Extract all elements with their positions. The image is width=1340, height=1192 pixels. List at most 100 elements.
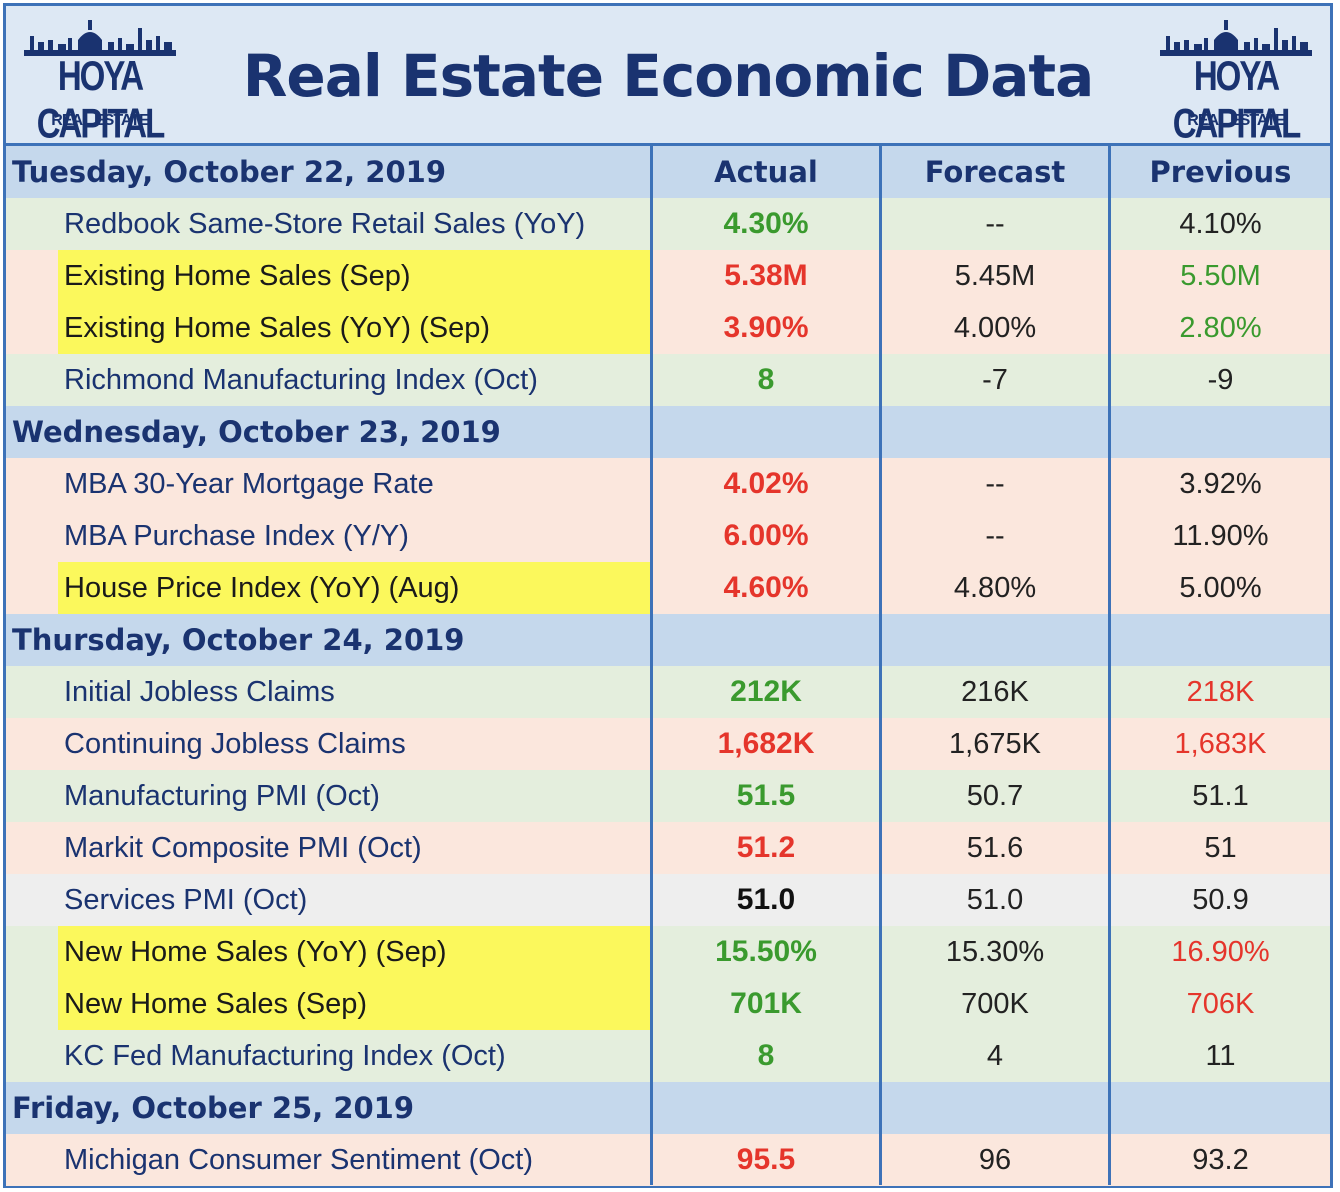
indicator-name: KC Fed Manufacturing Index (Oct) <box>64 1040 506 1072</box>
actual-value: 701K <box>730 987 802 1020</box>
logo-name: HOYA CAPITAL <box>36 52 166 147</box>
forecast-value: 51.0 <box>966 884 1024 916</box>
table-row: New Home Sales (YoY) (Sep) 15.50% 15.30% 16… <box>6 926 1330 978</box>
table-row: Manufacturing PMI (Oct) 51.5 50.7 51.1 <box>6 770 1330 822</box>
indicator-name: New Home Sales (YoY) (Sep) <box>58 926 650 978</box>
day-header-row: Wednesday, October 23, 2019 <box>6 406 1330 458</box>
day-label: Tuesday, October 22, 2019 <box>12 155 447 189</box>
table-row: Services PMI (Oct) 51.0 51.0 50.9 <box>6 874 1330 926</box>
forecast-value: 15.30% <box>945 936 1045 968</box>
actual-value: 51.0 <box>736 883 796 916</box>
indicator-name: Existing Home Sales (YoY) (Sep) <box>58 302 650 354</box>
table-row: MBA Purchase Index (Y/Y) 6.00% -- 11.90% <box>6 510 1330 562</box>
previous-value: 5.00% <box>1179 572 1262 604</box>
actual-value: 95.5 <box>736 1143 796 1176</box>
skyline-icon <box>1160 20 1312 56</box>
actual-value: 4.30% <box>723 207 809 240</box>
previous-value: 51 <box>1204 832 1237 864</box>
forecast-value: 4.80% <box>953 572 1037 604</box>
actual-value: 1,682K <box>717 727 815 760</box>
previous-value: 2.80% <box>1179 312 1262 344</box>
indicator-name: Services PMI (Oct) <box>64 884 308 916</box>
forecast-value: 96 <box>978 1144 1012 1176</box>
indicator-name: MBA 30-Year Mortgage Rate <box>64 468 434 500</box>
column-divider <box>650 146 653 1185</box>
day-label: Wednesday, October 23, 2019 <box>12 415 501 449</box>
skyline-icon <box>24 20 176 56</box>
actual-value: 8 <box>757 363 775 396</box>
previous-value: 51.1 <box>1192 780 1249 812</box>
table-row: KC Fed Manufacturing Index (Oct) 8 4 11 <box>6 1030 1330 1082</box>
actual-column-header: Actual <box>714 155 818 189</box>
forecast-value: -7 <box>982 364 1008 396</box>
table-row: Redbook Same-Store Retail Sales (YoY) 4.3… <box>6 198 1330 250</box>
hoya-capital-logo-left: HOYA CAPITAL REAL ESTATE <box>20 16 180 146</box>
forecast-value: 51.6 <box>966 832 1024 864</box>
page-title: Real Estate Economic Data <box>242 42 1095 110</box>
hoya-capital-logo-right: HOYA CAPITAL REAL ESTATE <box>1156 16 1316 146</box>
forecast-value: -- <box>985 520 1005 552</box>
previous-value: 1,683K <box>1174 728 1267 760</box>
column-divider <box>879 146 882 1185</box>
day-header-row: Friday, October 25, 2019 <box>6 1082 1330 1134</box>
previous-value: 16.90% <box>1171 936 1270 968</box>
table-row: Richmond Manufacturing Index (Oct) 8 -7 -9 <box>6 354 1330 406</box>
indicator-name: Markit Composite PMI (Oct) <box>64 832 422 864</box>
table-row: Existing Home Sales (Sep) 5.38M 5.45M 5.50M <box>6 250 1330 302</box>
actual-value: 212K <box>730 675 802 708</box>
table-row: House Price Index (YoY) (Aug) 4.60% 4.80% 5… <box>6 562 1330 614</box>
forecast-value: 4.00% <box>953 312 1037 344</box>
table-header: HOYA CAPITAL REAL ESTATE Real Estate Eco… <box>6 6 1330 146</box>
previous-value: 3.92% <box>1179 468 1262 500</box>
indicator-name: House Price Index (YoY) (Aug) <box>58 562 650 614</box>
table-row: Initial Jobless Claims 212K 216K 218K <box>6 666 1330 718</box>
previous-value: 11 <box>1205 1040 1236 1072</box>
actual-value: 4.02% <box>723 467 809 500</box>
table-row: Michigan Consumer Sentiment (Oct) 95.5 96 9… <box>6 1134 1330 1186</box>
economic-data-table: HOYA CAPITAL REAL ESTATE Real Estate Eco… <box>3 3 1333 1188</box>
indicator-name: Michigan Consumer Sentiment (Oct) <box>64 1144 533 1176</box>
actual-value: 3.90% <box>723 311 809 344</box>
forecast-value: -- <box>985 468 1005 500</box>
table-row: New Home Sales (Sep) 701K 700K 706K <box>6 978 1330 1030</box>
previous-value: 50.9 <box>1192 884 1249 916</box>
table-row: MBA 30-Year Mortgage Rate 4.02% -- 3.92% <box>6 458 1330 510</box>
actual-value: 5.38M <box>724 259 808 292</box>
actual-value: 51.5 <box>736 779 796 812</box>
previous-value: 4.10% <box>1179 208 1262 240</box>
table-row: Existing Home Sales (YoY) (Sep) 3.90% 4.00… <box>6 302 1330 354</box>
previous-value: 93.2 <box>1192 1144 1249 1176</box>
previous-value: 706K <box>1186 988 1255 1020</box>
day-header-row: Thursday, October 24, 2019 <box>6 614 1330 666</box>
day-header-row: Tuesday, October 22, 2019 Actual Forecast P… <box>6 146 1330 198</box>
actual-value: 4.60% <box>723 571 809 604</box>
column-divider <box>1108 146 1111 1185</box>
actual-value: 8 <box>757 1039 775 1072</box>
forecast-value: 5.45M <box>954 260 1036 292</box>
logo-name: HOYA CAPITAL <box>1172 52 1302 147</box>
indicator-name: Existing Home Sales (Sep) <box>58 250 650 302</box>
actual-value: 51.2 <box>736 831 796 864</box>
actual-value: 15.50% <box>715 935 817 968</box>
previous-value: -9 <box>1207 364 1234 396</box>
forecast-value: -- <box>985 208 1005 240</box>
indicator-name: Manufacturing PMI (Oct) <box>64 780 380 812</box>
previous-value: 11.90% <box>1172 520 1269 552</box>
previous-column-header: Previous <box>1149 155 1292 189</box>
indicator-name: Continuing Jobless Claims <box>64 728 406 760</box>
previous-value: 218K <box>1186 676 1255 708</box>
indicator-name: Initial Jobless Claims <box>64 676 335 708</box>
table-row: Markit Composite PMI (Oct) 51.2 51.6 51 <box>6 822 1330 874</box>
table-row: Continuing Jobless Claims 1,682K 1,675K 1,6… <box>6 718 1330 770</box>
indicator-name: Richmond Manufacturing Index (Oct) <box>64 364 538 396</box>
forecast-value: 216K <box>961 676 1029 708</box>
actual-value: 6.00% <box>723 519 809 552</box>
forecast-value: 4 <box>986 1040 1004 1072</box>
day-label: Friday, October 25, 2019 <box>12 1091 415 1125</box>
logo-subtitle: REAL ESTATE <box>51 112 149 129</box>
indicator-name: New Home Sales (Sep) <box>58 978 650 1030</box>
previous-value: 5.50M <box>1180 260 1261 292</box>
indicator-name: Redbook Same-Store Retail Sales (YoY) <box>64 208 586 240</box>
indicator-name: MBA Purchase Index (Y/Y) <box>64 520 409 552</box>
logo-subtitle: REAL ESTATE <box>1187 112 1285 129</box>
